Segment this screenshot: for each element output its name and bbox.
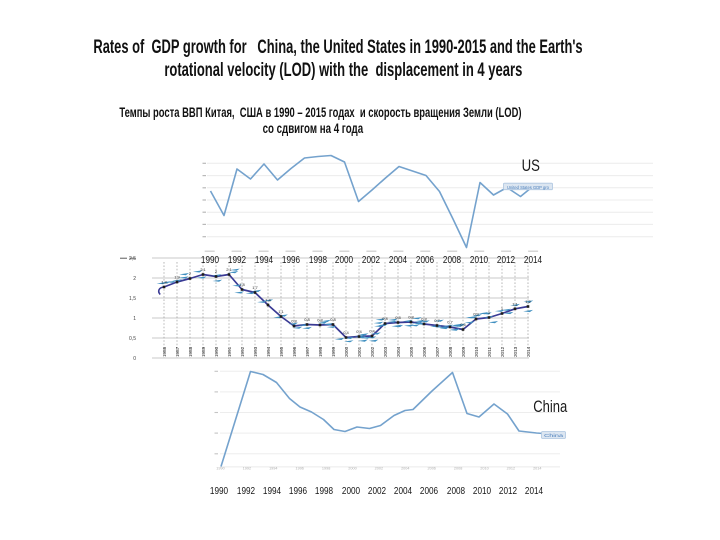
svg-text:1: 1 (488, 310, 491, 315)
svg-text:2000: 2000 (348, 467, 356, 471)
svg-text:2002: 2002 (370, 346, 375, 357)
svg-text:1,5: 1,5 (129, 296, 136, 302)
svg-text:0,8: 0,8 (395, 315, 401, 320)
svg-text:1998: 1998 (318, 346, 323, 357)
svg-text:0,8: 0,8 (317, 318, 323, 323)
svg-text:1992: 1992 (243, 467, 251, 471)
svg-text:0,4: 0,4 (369, 329, 375, 334)
svg-text:2,5: 2,5 (129, 256, 136, 262)
svg-text:1988: 1988 (188, 346, 193, 357)
svg-text:0,8: 0,8 (291, 319, 297, 324)
svg-text:0,8: 0,8 (304, 317, 310, 322)
svg-text:1990: 1990 (214, 346, 219, 357)
svg-text:2002: 2002 (375, 467, 383, 471)
svg-text:2: 2 (189, 271, 192, 276)
svg-text:1,9: 1,9 (174, 275, 180, 280)
svg-text:0: 0 (133, 356, 136, 362)
svg-text:1996: 1996 (292, 346, 297, 357)
svg-text:2005: 2005 (409, 346, 414, 357)
svg-text:1997: 1997 (305, 346, 310, 357)
svg-text:2013: 2013 (513, 346, 518, 357)
svg-text:1,8: 1,8 (161, 280, 167, 285)
svg-text:1989: 1989 (201, 346, 206, 357)
svg-text:1987: 1987 (175, 346, 180, 357)
svg-text:2003: 2003 (383, 346, 388, 357)
svg-text:2007: 2007 (435, 346, 440, 357)
svg-text:1,8: 1,8 (239, 282, 245, 287)
svg-text:2000: 2000 (344, 346, 349, 357)
svg-text:2011: 2011 (487, 347, 492, 357)
svg-text:1990: 1990 (216, 467, 224, 471)
svg-text:0,7: 0,7 (434, 318, 440, 323)
svg-text:2: 2 (215, 269, 218, 274)
svg-text:0,8: 0,8 (421, 317, 427, 322)
svg-text:1,1: 1,1 (512, 301, 518, 306)
svg-text:2006: 2006 (427, 467, 435, 471)
svg-text:1999: 1999 (331, 346, 336, 357)
svg-text:0,8: 0,8 (330, 317, 336, 322)
svg-text:2008: 2008 (448, 346, 453, 357)
svg-text:2010: 2010 (474, 346, 479, 357)
svg-text:China: China (544, 433, 564, 438)
svg-text:1996: 1996 (295, 467, 303, 471)
svg-text:1994: 1994 (266, 346, 271, 357)
svg-text:1993: 1993 (253, 346, 258, 357)
svg-text:2010: 2010 (480, 467, 488, 471)
svg-text:2008: 2008 (454, 467, 462, 471)
svg-text:2012: 2012 (500, 346, 505, 357)
svg-text:2006: 2006 (422, 346, 427, 357)
svg-text:2,1: 2,1 (200, 267, 206, 272)
svg-text:2,1: 2,1 (226, 267, 232, 272)
svg-text:1,2: 1,2 (525, 299, 531, 304)
svg-text:2: 2 (133, 276, 136, 282)
svg-text:1992: 1992 (240, 346, 245, 357)
svg-text:0,9: 0,9 (473, 312, 479, 317)
svg-text:1,1: 1,1 (278, 309, 284, 314)
svg-text:0,6: 0,6 (460, 322, 466, 327)
svg-text:1991: 1991 (227, 346, 232, 357)
svg-text:2004: 2004 (396, 346, 401, 357)
svg-text:1: 1 (133, 316, 136, 322)
svg-text:0,4: 0,4 (343, 330, 349, 335)
svg-text:1998: 1998 (322, 467, 330, 471)
svg-text:1,7: 1,7 (252, 285, 258, 290)
svg-text:2001: 2001 (357, 346, 362, 357)
svg-text:2004: 2004 (401, 467, 409, 471)
svg-text:1986: 1986 (162, 346, 167, 357)
svg-text:0,8: 0,8 (408, 315, 414, 320)
svg-text:1,4: 1,4 (265, 298, 271, 303)
svg-text:2014: 2014 (526, 346, 531, 357)
svg-text:1: 1 (501, 306, 504, 311)
svg-text:0,4: 0,4 (356, 329, 362, 334)
svg-text:0,5: 0,5 (129, 336, 136, 342)
svg-text:United States GDP gro: United States GDP gro (507, 185, 550, 190)
svg-text:2014: 2014 (533, 467, 541, 471)
svg-text:0,8: 0,8 (382, 316, 388, 321)
svg-text:2009: 2009 (461, 346, 466, 357)
svg-text:2012: 2012 (507, 467, 515, 471)
svg-text:0,7: 0,7 (447, 320, 453, 325)
svg-text:1995: 1995 (279, 346, 284, 357)
svg-text:1994: 1994 (269, 467, 277, 471)
